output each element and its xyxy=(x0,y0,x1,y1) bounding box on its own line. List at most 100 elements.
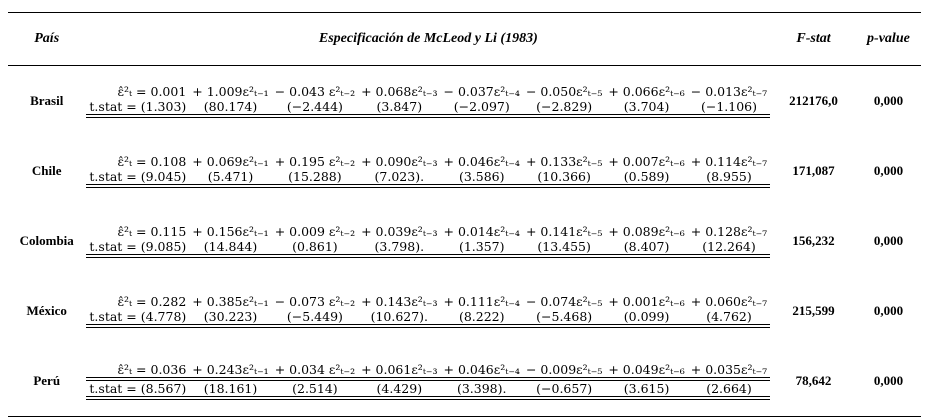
pvalue: 0,000 xyxy=(873,233,904,248)
equation-line: ε̂²ₜ = 0.282 + 0.385ε²ₜ₋₁ − 0.073 ε²ₜ₋₂ + 0… xyxy=(86,294,770,309)
equation-term: ε̂²ₜ = 0.036 xyxy=(86,362,190,381)
header-fstat: F-stat xyxy=(771,12,856,66)
tstat-term: (−1.106) xyxy=(687,99,771,118)
equation-term: + 0.243ε²ₜ₋₁ xyxy=(189,362,272,381)
equation-term: ε̂²ₜ = 0.001 xyxy=(117,84,187,99)
equation: ε̂²ₜ = 0.036 + 0.243ε²ₜ₋₁ + 0.034 ε²ₜ₋₂ + 0… xyxy=(86,362,771,400)
equation-term: + 0.156ε²ₜ₋₁ xyxy=(192,224,269,239)
tstat-term: (2.664) xyxy=(687,379,771,400)
tstat-term: (8.955) xyxy=(687,169,771,188)
tstat-term: (2.514) xyxy=(271,379,359,400)
equation: ε̂²ₜ = 0.108 + 0.069ε²ₜ₋₁ + 0.195 ε²ₜ₋₂ + 0… xyxy=(86,154,771,188)
equation-term: + 0.034 ε²ₜ₋₂ xyxy=(271,362,359,381)
equation-term: + 0.089ε²ₜ₋₆ xyxy=(608,224,685,239)
fstat: 156,232 xyxy=(792,233,835,248)
equation-term: + 0.141ε²ₜ₋₅ xyxy=(525,224,603,239)
tstat-term: (3.704) xyxy=(605,99,688,118)
fstat: 212176,0 xyxy=(789,93,838,108)
tstat-line: t.stat = (4.778) (30.223) (−5.449) (10.627)… xyxy=(86,309,771,328)
tstat-term: (8.222) xyxy=(440,309,523,328)
equation-term: + 0.114ε²ₜ₋₇ xyxy=(690,154,768,169)
tstat-term: (1.357) xyxy=(440,239,523,258)
tstat-line: t.stat = (9.085) (14.844) (0.861) (3.798).(… xyxy=(86,239,771,258)
equation: ε̂²ₜ = 0.282 + 0.385ε²ₜ₋₁ − 0.073 ε²ₜ₋₂ + 0… xyxy=(86,294,771,328)
tstat-term: t.stat = (1.303) xyxy=(86,99,190,118)
equation-line: ε̂²ₜ = 0.036 + 0.243ε²ₜ₋₁ + 0.034 ε²ₜ₋₂ + 0… xyxy=(86,362,771,381)
tstat-term: (−0.657) xyxy=(522,379,606,400)
equation-term: + 0.039ε²ₜ₋₃ xyxy=(361,224,438,239)
fstat: 78,642 xyxy=(771,346,856,417)
tstat-line: t.stat = (1.303) (80.174) (−2.444) (3.847)(… xyxy=(86,99,771,118)
equation-term: + 1.009ε²ₜ₋₁ xyxy=(192,84,269,99)
equation-term: ε̂²ₜ = 0.282 xyxy=(117,294,187,309)
equation: ε̂²ₜ = 0.001 + 1.009ε²ₜ₋₁ − 0.043 ε²ₜ₋₂ + 0… xyxy=(86,84,771,118)
tstat-term: (0.099) xyxy=(605,309,688,328)
tstat-term: (3.586) xyxy=(440,169,523,188)
equation-term: − 0.043 ε²ₜ₋₂ xyxy=(274,84,356,99)
tstat-term: t.stat = (9.045) xyxy=(86,169,190,188)
table-row: México ε̂²ₜ = 0.282 + 0.385ε²ₜ₋₁ − 0.073 ε²… xyxy=(8,276,921,346)
pvalue: 0,000 xyxy=(873,163,904,178)
country: México xyxy=(26,303,67,318)
tstat-term: (7.023). xyxy=(358,169,441,188)
table-row: Colombia ε̂²ₜ = 0.115 + 0.156ε²ₜ₋₁ + 0.009 … xyxy=(8,206,921,276)
tstat-term: (−5.449) xyxy=(271,309,359,328)
tstat-term: (15.288) xyxy=(271,169,359,188)
equation-term: + 0.049ε²ₜ₋₆ xyxy=(605,362,688,381)
specification: ε̂²ₜ = 0.115 + 0.156ε²ₜ₋₁ + 0.009 ε²ₜ₋₂ + 0… xyxy=(85,206,771,276)
tstat-term: t.stat = (8.567) xyxy=(86,379,190,400)
fstat: 171,087 xyxy=(792,163,835,178)
tstat-line: t.stat = (8.567) (18.161) (2.514) (4.429) (3… xyxy=(86,379,771,400)
header-country: País xyxy=(8,12,86,66)
table-row: Chile ε̂²ₜ = 0.108 + 0.069ε²ₜ₋₁ + 0.195 ε²ₜ… xyxy=(8,136,921,206)
equation-term: + 0.009 ε²ₜ₋₂ xyxy=(274,224,356,239)
tstat-term: (14.844) xyxy=(189,239,272,258)
specification: ε̂²ₜ = 0.282 + 0.385ε²ₜ₋₁ − 0.073 ε²ₜ₋₂ + 0… xyxy=(85,276,771,346)
country: Chile xyxy=(31,163,62,178)
tstat-term: (4.429) xyxy=(358,379,441,400)
country: Brasil xyxy=(30,93,64,108)
pvalue: 0,000 xyxy=(873,303,904,318)
tstat-term: (−2.829) xyxy=(522,99,606,118)
equation-term: ε̂²ₜ = 0.115 xyxy=(117,224,187,239)
specification: ε̂²ₜ = 0.001 + 1.009ε²ₜ₋₁ − 0.043 ε²ₜ₋₂ + 0… xyxy=(85,66,771,137)
equation-term: + 0.068ε²ₜ₋₃ xyxy=(361,84,438,99)
tstat-term: (13.455) xyxy=(522,239,606,258)
pvalue: 0,000 xyxy=(873,93,904,108)
specification: ε̂²ₜ = 0.108 + 0.069ε²ₜ₋₁ + 0.195 ε²ₜ₋₂ + 0… xyxy=(85,136,771,206)
equation-term: + 0.195 ε²ₜ₋₂ xyxy=(274,154,356,169)
tstat-term: (3.615) xyxy=(605,379,688,400)
tstat-term: (10.627). xyxy=(358,309,441,328)
tstat-term: (3.847) xyxy=(358,99,441,118)
tstat-term: (8.407) xyxy=(605,239,688,258)
equation-term: + 0.143ε²ₜ₋₃ xyxy=(361,294,438,309)
table-body: Brasil ε̂²ₜ = 0.001 + 1.009ε²ₜ₋₁ − 0.043 ε²… xyxy=(8,66,921,417)
tstat-line: t.stat = (9.045) (5.471) (15.288) (7.023).(… xyxy=(86,169,771,188)
specification: ε̂²ₜ = 0.036 + 0.243ε²ₜ₋₁ + 0.034 ε²ₜ₋₂ + 0… xyxy=(85,346,772,417)
tstat-term: t.stat = (4.778) xyxy=(86,309,190,328)
tstat-term: (80.174) xyxy=(189,99,272,118)
tstat-term: (4.762) xyxy=(687,309,771,328)
equation-term: − 0.037ε²ₜ₋₄ xyxy=(443,84,520,99)
table-row: Brasil ε̂²ₜ = 0.001 + 1.009ε²ₜ₋₁ − 0.043 ε²… xyxy=(8,66,921,137)
equation-term: + 0.090ε²ₜ₋₃ xyxy=(361,154,438,169)
equation-line: ε̂²ₜ = 0.115 + 0.156ε²ₜ₋₁ + 0.009 ε²ₜ₋₂ + 0… xyxy=(86,224,770,239)
tstat-term: (10.366) xyxy=(522,169,606,188)
equation-term: + 0.066ε²ₜ₋₆ xyxy=(608,84,685,99)
header-pvalue: p-value xyxy=(855,12,921,66)
equation-term: + 0.001ε²ₜ₋₆ xyxy=(608,294,685,309)
equation-term: + 0.069ε²ₜ₋₁ xyxy=(192,154,269,169)
tstat-term: (3.798). xyxy=(358,239,441,258)
equation-term: − 0.050ε²ₜ₋₅ xyxy=(525,84,603,99)
equation-term: + 0.133ε²ₜ₋₅ xyxy=(525,154,603,169)
equation-term: + 0.111ε²ₜ₋₄ xyxy=(443,294,520,309)
table-row: Perú ε̂²ₜ = 0.036 + 0.243ε²ₜ₋₁ + 0.034 ε²ₜ₋… xyxy=(8,346,921,417)
tstat-term: (−5.468) xyxy=(522,309,606,328)
equation-term: − 0.074ε²ₜ₋₅ xyxy=(525,294,603,309)
results-table: País Especificación de McLeod y Li (1983… xyxy=(8,12,921,417)
equation-term: − 0.013ε²ₜ₋₇ xyxy=(690,84,768,99)
equation-term: + 0.046ε²ₜ₋₄ xyxy=(443,154,520,169)
tstat-term: (0.861) xyxy=(271,239,359,258)
tstat-term: (−2.097) xyxy=(440,99,523,118)
equation-term: + 0.061ε²ₜ₋₃ xyxy=(358,362,441,381)
